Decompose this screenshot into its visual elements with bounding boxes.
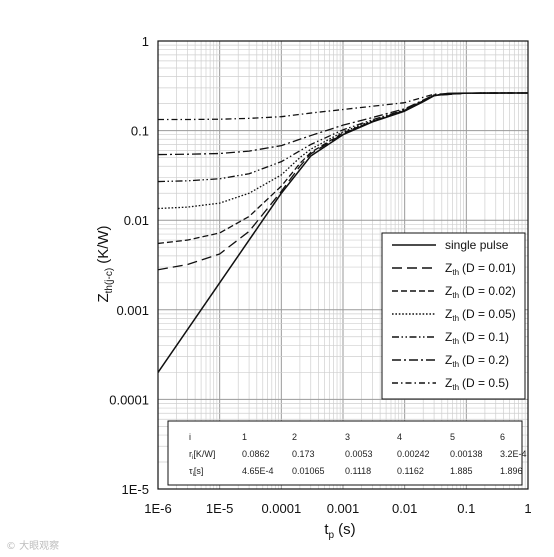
y-tick-labels: 1E-5 0.0001 0.001 0.01 0.1 1 bbox=[109, 34, 149, 497]
plot-frame bbox=[157, 40, 529, 490]
table-row-label: τi[s] bbox=[189, 466, 203, 478]
legend-label: Zth (D = 0.1) bbox=[445, 330, 509, 346]
legend: single pulse Zth (D = 0.01) Zth (D = 0.02) Zt… bbox=[381, 232, 526, 400]
table-row-label: ri[K/W] bbox=[189, 449, 215, 461]
table-cell: 0.1118 bbox=[345, 466, 371, 476]
y-tick-label: 1E-5 bbox=[122, 482, 149, 497]
x-tick-label: 0.001 bbox=[327, 501, 360, 516]
x-tick-label: 0.1 bbox=[457, 501, 475, 516]
table-cell: 0.1162 bbox=[397, 466, 424, 476]
series-group bbox=[158, 92, 528, 373]
table-header-cell: 3 bbox=[345, 432, 350, 442]
legend-label: Zth (D = 0.02) bbox=[445, 284, 516, 300]
table-cell: 0.00242 bbox=[397, 449, 430, 459]
table-cell: 0.01065 bbox=[292, 466, 325, 476]
x-axis-title: tp (s) bbox=[324, 521, 355, 541]
table-cell: 1.885 bbox=[450, 466, 473, 476]
legend-label: Zth (D = 0.2) bbox=[445, 353, 509, 369]
x-tick-label: 0.0001 bbox=[261, 501, 301, 516]
y-tick-label: 0.0001 bbox=[109, 392, 149, 407]
legend-label: single pulse bbox=[445, 238, 509, 252]
y-tick-label: 0.01 bbox=[124, 213, 149, 228]
legend-box bbox=[381, 232, 526, 400]
x-tick-label: 0.01 bbox=[392, 501, 417, 516]
y-tick-label: 1 bbox=[142, 34, 149, 49]
table-cell: 0.0862 bbox=[242, 449, 270, 459]
legend-label: Zth (D = 0.05) bbox=[445, 307, 516, 323]
x-tick-label: 1E-5 bbox=[206, 501, 233, 516]
legend-label: Zth (D = 0.01) bbox=[445, 261, 516, 277]
table-cell: 0.0053 bbox=[345, 449, 373, 459]
legend-label: Zth (D = 0.5) bbox=[445, 376, 509, 392]
table-header-cell: 4 bbox=[397, 432, 402, 442]
x-tick-labels: 1E-6 1E-5 0.0001 0.001 0.01 0.1 1 bbox=[144, 501, 531, 516]
series-line bbox=[158, 92, 528, 245]
table-cell: 0.173 bbox=[292, 449, 315, 459]
series-line bbox=[158, 92, 528, 121]
y-tick-label: 0.001 bbox=[116, 303, 149, 318]
table-header-cell: 1 bbox=[242, 432, 247, 442]
table-cell: 0.00138 bbox=[450, 449, 483, 459]
thermal-parameters-table: i 1 2 3 4 5 6 ri[K/W] 0.0862 0.173 0.0053 0.00242 0.… bbox=[167, 420, 527, 486]
table-header-cell: i bbox=[189, 432, 191, 442]
x-tick-label: 1 bbox=[524, 501, 531, 516]
table-header-cell: 6 bbox=[500, 432, 505, 442]
table-box bbox=[167, 420, 523, 486]
watermark: © 大眼观察 bbox=[6, 539, 59, 552]
table-cell: 1.896 bbox=[500, 466, 523, 476]
table-cell: 3.2E-4 bbox=[500, 449, 527, 459]
y-tick-label: 0.1 bbox=[131, 124, 149, 139]
table-header-cell: 2 bbox=[292, 432, 297, 442]
table-cell: 4.65E-4 bbox=[242, 466, 274, 476]
table-header-cell: 5 bbox=[450, 432, 455, 442]
x-tick-label: 1E-6 bbox=[144, 501, 171, 516]
y-axis-title: Zth(j-c)(K/W) bbox=[95, 225, 115, 302]
